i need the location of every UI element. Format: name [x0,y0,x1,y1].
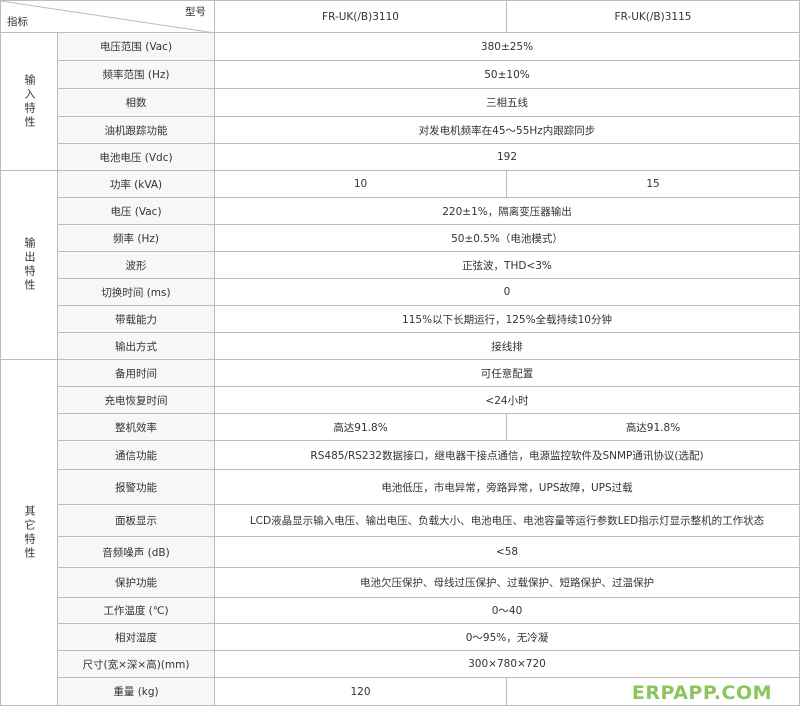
row-label: 功率 (kVA) [58,171,215,198]
value-cell: 三相五线 [215,89,800,117]
value-cell: 380±25% [215,33,800,61]
value-cell: 电池欠压保护、母线过压保护、过载保护、短路保护、过温保护 [215,568,800,598]
value-cell: <58 [215,537,800,568]
group-label: 输入特性 [0,33,58,171]
row-label: 波形 [58,252,215,279]
row-label: 输出方式 [58,333,215,360]
index-label: 指标 [7,16,28,28]
value-cell: 10 [215,171,507,198]
model-label: 型号 [185,6,206,18]
row-label: 相数 [58,89,215,117]
row-label: 带载能力 [58,306,215,333]
value-cell: 0～40 [215,598,800,624]
model-header: FR-UK(/B)3110 [215,0,507,33]
corner-cell: 型号 指标 [0,0,215,33]
value-cell: 300×780×720 [215,651,800,678]
value-cell: 0 [215,279,800,306]
value-cell: 192 [215,144,800,171]
row-label: 电池电压 (Vdc) [58,144,215,171]
row-label: 充电恢复时间 [58,387,215,414]
group-label: 输出特性 [0,171,58,360]
value-cell: 对发电机频率在45～55Hz内跟踪同步 [215,117,800,144]
row-label: 电压 (Vac) [58,198,215,225]
value-cell: 高达91.8% [507,414,800,441]
row-label: 频率范围 (Hz) [58,61,215,89]
row-label: 相对湿度 [58,624,215,651]
value-cell: 50±0.5%（电池模式） [215,225,800,252]
value-cell: 0～95%，无冷凝 [215,624,800,651]
diagonal [1,1,215,33]
value-cell: 电池低压，市电异常，旁路异常，UPS故障，UPS过载 [215,470,800,505]
value-cell: 220±1%，隔离变压器输出 [215,198,800,225]
group-label: 其它特性 [0,360,58,706]
row-label: 报警功能 [58,470,215,505]
row-label: 通信功能 [58,441,215,470]
value-cell: 可任意配置 [215,360,800,387]
value-cell: RS485/RS232数据接口，继电器干接点通信，电源监控软件及SNMP通讯协议… [215,441,800,470]
value-cell: 正弦波，THD<3% [215,252,800,279]
model-header: FR-UK(/B)3115 [507,0,800,33]
value-cell: 50±10% [215,61,800,89]
row-label: 切换时间 (ms) [58,279,215,306]
row-label: 重量 (kg) [58,678,215,706]
value-cell: 接线排 [215,333,800,360]
row-label: 工作温度 (℃) [58,598,215,624]
row-label: 尺寸(宽×深×高)(mm) [58,651,215,678]
row-label: 保护功能 [58,568,215,598]
row-label: 电压范围 (Vac) [58,33,215,61]
value-cell: 高达91.8% [215,414,507,441]
row-label: 频率 (Hz) [58,225,215,252]
value-cell: 115%以下长期运行，125%全载持续10分钟 [215,306,800,333]
row-label: 整机效率 [58,414,215,441]
row-label: 备用时间 [58,360,215,387]
value-cell: <24小时 [215,387,800,414]
watermark: ERPAPP.COM [631,682,772,704]
row-label: 油机跟踪功能 [58,117,215,144]
value-cell: LCD液晶显示输入电压、输出电压、负载大小、电池电压、电池容量等运行参数LED指… [215,505,800,537]
row-label: 面板显示 [58,505,215,537]
row-label: 音频噪声 (dB) [58,537,215,568]
value-cell: 15 [507,171,800,198]
value-cell: 120 [215,678,507,706]
